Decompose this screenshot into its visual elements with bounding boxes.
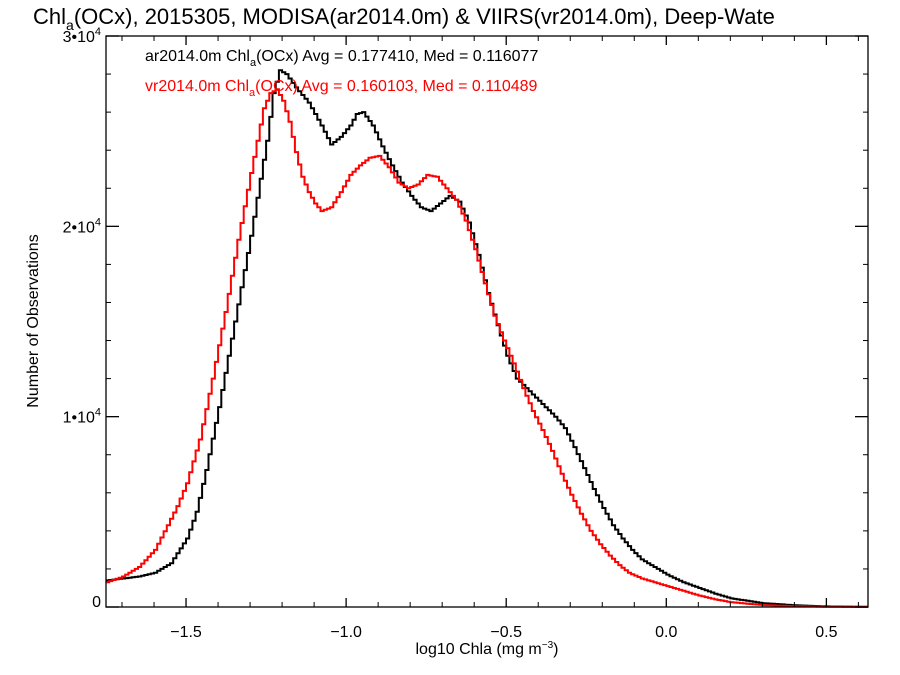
y-tick-label-3: 3•104 xyxy=(63,26,101,46)
legend-entry-vr2014: vr2014.0m Chla(OCx) Avg = 0.160103, Med … xyxy=(145,78,538,99)
y-tick-label-0: 0 xyxy=(92,594,101,611)
x-tick-label-0: −1.5 xyxy=(170,624,202,641)
x-axis-label: log10 Chla (mg m−3) xyxy=(415,640,558,658)
chart-title: Chla(OCx), 2015305, MODISA(ar2014.0m) & … xyxy=(33,4,775,33)
x-tick-label-3: 0.0 xyxy=(655,624,677,641)
series-line-1 xyxy=(106,88,868,608)
x-tick-label-4: 0.5 xyxy=(815,624,837,641)
legend-entry-ar2014: ar2014.0m Chla(OCx) Avg = 0.177410, Med … xyxy=(145,48,538,69)
y-tick-label-2: 2•104 xyxy=(63,216,101,236)
x-tick-label-2: −0.5 xyxy=(490,624,522,641)
y-axis-label: Number of Observations xyxy=(25,234,42,407)
tick-layer: −1.5 −1.0 −0.5 0.0 0.5 0 1•104 2•104 3•104 xyxy=(63,26,868,641)
y-tick-label-1: 1•104 xyxy=(63,407,101,427)
series-layer xyxy=(106,69,868,608)
x-tick-label-1: −1.0 xyxy=(330,624,362,641)
plot-frame xyxy=(105,35,869,608)
